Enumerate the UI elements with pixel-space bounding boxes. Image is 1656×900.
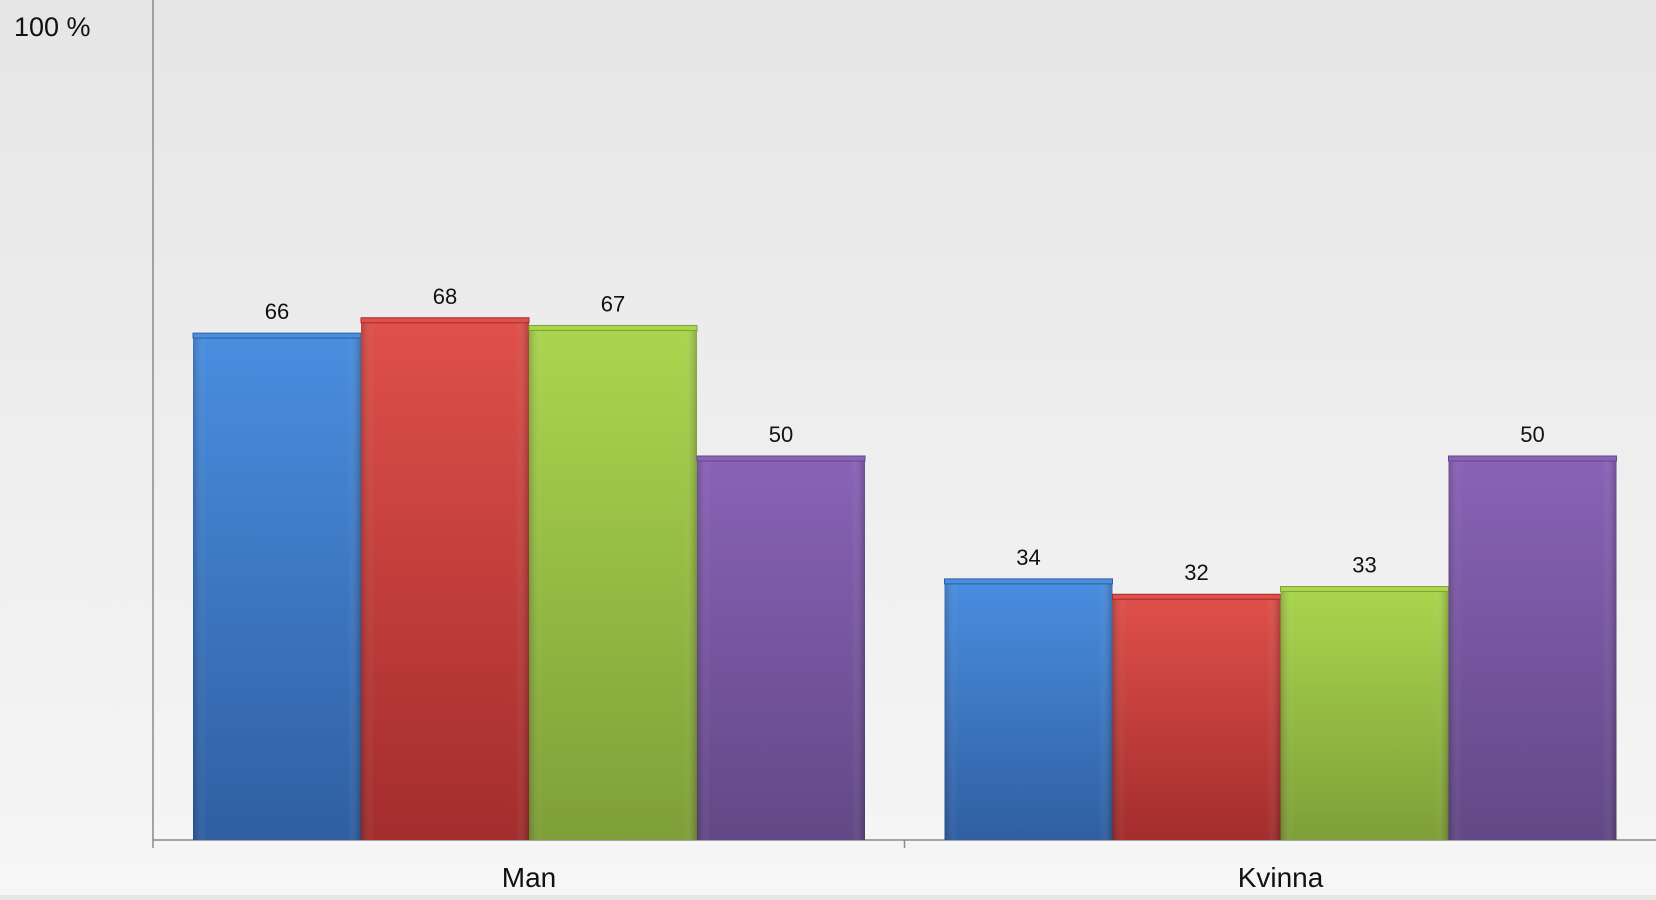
bar-bevel [1448, 456, 1617, 840]
bar-kvinna-series-4 [1448, 455, 1617, 840]
data-labels: 66 68 67 50 34 32 33 50 [265, 284, 1545, 585]
bar-bevel [529, 325, 697, 840]
bar-bevel [193, 333, 361, 840]
bar-top-edge [528, 324, 698, 331]
bar-top-edge [192, 332, 362, 339]
category-labels: Man Kvinna [502, 862, 1324, 893]
category-label-man: Man [502, 862, 556, 893]
bar-bevel [697, 456, 865, 840]
category-label-kvinna: Kvinna [1238, 862, 1324, 893]
data-label-kvinna-series-4: 50 [1520, 422, 1544, 447]
data-label-kvinna-series-2: 32 [1184, 560, 1208, 585]
bar-man-series-1 [192, 332, 362, 840]
bar-bevel [361, 317, 529, 840]
bar-man-series-3 [528, 324, 698, 840]
bar-top-edge [1280, 586, 1449, 593]
bar-top-edge [696, 455, 866, 462]
bars [192, 317, 1617, 840]
data-label-kvinna-series-3: 33 [1352, 553, 1376, 578]
bar-bevel [1280, 586, 1449, 840]
data-label-man-series-4: 50 [769, 422, 793, 447]
data-label-man-series-3: 67 [601, 291, 625, 316]
bar-top-edge [1448, 455, 1617, 462]
bar-man-series-2 [360, 317, 530, 840]
bar-top-edge [944, 578, 1113, 585]
bar-kvinna-series-2 [1112, 593, 1281, 840]
data-label-man-series-1: 66 [265, 299, 289, 324]
bar-bevel [1112, 594, 1281, 840]
bar-bevel [944, 578, 1113, 840]
bar-man-series-4 [696, 455, 866, 840]
bar-top-edge [1112, 593, 1281, 600]
bar-kvinna-series-1 [944, 578, 1113, 840]
data-label-kvinna-series-1: 34 [1016, 545, 1040, 570]
bar-kvinna-series-3 [1280, 586, 1449, 840]
y-axis-max-label: 100 % [14, 12, 91, 42]
bar-top-edge [360, 317, 530, 324]
data-label-man-series-2: 68 [433, 284, 457, 309]
